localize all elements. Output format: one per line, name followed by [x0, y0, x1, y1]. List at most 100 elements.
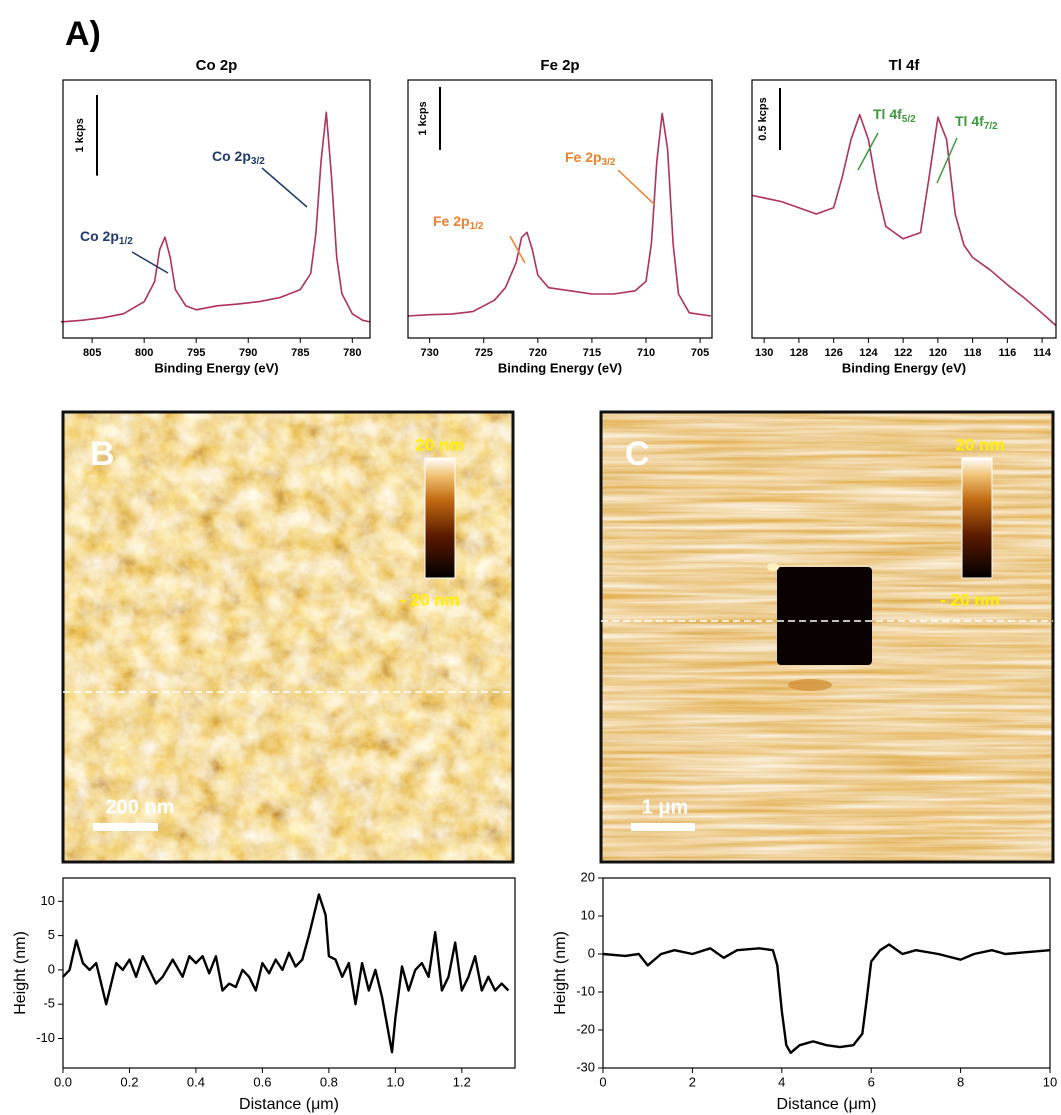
annotation-subscript: 5/2: [902, 114, 916, 125]
y-tick-label: 10: [581, 907, 595, 922]
annotation: Fe 2p3/2: [565, 149, 616, 168]
scale-bar: [631, 823, 695, 831]
annotation-leader: [936, 137, 958, 184]
annotation: Fe 2p1/2: [433, 213, 484, 232]
y-axis-label: Height (nm): [12, 931, 29, 1015]
annotation-text: Co 2p: [212, 148, 251, 164]
plot-frame: [751, 79, 1057, 339]
x-tick-label: 118: [964, 347, 982, 359]
x-tick-label: 705: [691, 347, 709, 359]
scale-bar-label: 200 nm: [106, 796, 175, 818]
afm-image-c: C 20 nm - 20 nm 1 μm: [599, 410, 1055, 864]
x-tick-label: 122: [894, 347, 912, 359]
y-tick-label: -10: [36, 1030, 55, 1045]
x-axis-label: Binding Energy (eV): [498, 360, 622, 375]
x-tick-label: 1.2: [453, 1074, 471, 1089]
x-tick-label: 710: [637, 347, 655, 359]
plot-frame: [407, 79, 713, 339]
annotation-leader: [857, 132, 879, 171]
x-tick-label: 790: [239, 347, 257, 359]
x-axis-label: Binding Energy (eV): [842, 360, 966, 375]
x-tick-label: 720: [529, 347, 547, 359]
annotation: Tl 4f7/2: [955, 113, 998, 132]
chart-title: Tl 4f: [889, 57, 921, 74]
x-tick-label: 800: [135, 347, 153, 359]
x-tick-label: 0.8: [320, 1074, 338, 1089]
annotation: Co 2p1/2: [80, 228, 133, 247]
x-tick-label: 8: [957, 1074, 964, 1089]
x-tick-label: 805: [83, 347, 101, 359]
y-tick-label: -10: [576, 983, 595, 998]
x-axis-label: Binding Energy (eV): [154, 360, 278, 375]
x-tick-label: 730: [420, 347, 438, 359]
colorbar-min: - 20 nm: [940, 590, 1000, 609]
annotation-subscript: 3/2: [602, 157, 616, 168]
annotation-text: Fe 2p: [433, 213, 470, 229]
annotation-text: Tl 4f: [873, 106, 902, 122]
plot-frame: [62, 79, 371, 339]
chart: Fe 2p 730 725 720 715 710 705 Binding Energy (e…: [407, 57, 713, 375]
chart: 0.0 0.2 0.4 0.6 0.8 1.0 1.2 Distance (μm) 10 5 0 -5…: [12, 877, 516, 1113]
data-line: [602, 943, 1051, 1054]
scale-bar-label: 1 kcps: [74, 118, 86, 152]
scratched-area: [777, 567, 872, 665]
scale-bar-label: 1 μm: [642, 796, 689, 818]
image-label: C: [625, 435, 650, 473]
x-tick-label: 785: [291, 347, 309, 359]
annotation-subscript: 1/2: [470, 221, 484, 232]
chart-title: Fe 2p: [540, 57, 579, 74]
afm-image-b: B 20 nm - 20 nm 200 nm: [61, 410, 515, 864]
debris: [767, 563, 779, 571]
x-tick-label: 0.0: [54, 1074, 72, 1089]
annotation-subscript: 3/2: [251, 156, 265, 167]
x-tick-label: 715: [583, 347, 601, 359]
y-tick-label: 5: [48, 927, 55, 942]
y-tick-label: -30: [576, 1059, 595, 1074]
panel-label: A): [65, 15, 101, 53]
chart-title: Co 2p: [196, 57, 238, 74]
data-line: [62, 893, 510, 1054]
y-tick-label: -5: [43, 996, 55, 1011]
x-tick-label: 124: [859, 347, 878, 359]
x-tick-label: 120: [929, 347, 947, 359]
y-tick-label: -20: [576, 1021, 595, 1036]
annotation-subscript: 7/2: [984, 121, 998, 132]
chart: Co 2p 805 800 795 790 785 780 Binding Energy (e…: [60, 57, 371, 375]
image-label: B: [90, 435, 115, 473]
data-line: [60, 111, 371, 323]
debris: [788, 679, 832, 691]
x-tick-label: 0.4: [187, 1074, 205, 1089]
image-frame: [599, 410, 1055, 864]
x-tick-label: 1.0: [386, 1074, 404, 1089]
annotation-leader: [509, 235, 526, 264]
y-tick-label: 20: [581, 869, 595, 884]
annotation-text: Co 2p: [80, 228, 119, 244]
plot-frame: [602, 877, 1051, 1069]
colorbar-max: 20 nm: [415, 435, 464, 454]
annotation-subscript: 1/2: [119, 236, 133, 247]
x-tick-label: 2: [689, 1074, 696, 1089]
colorbar-min: - 20 nm: [400, 590, 460, 609]
x-tick-label: 795: [187, 347, 205, 359]
x-tick-label: 6: [868, 1074, 875, 1089]
x-tick-label: 0.2: [120, 1074, 138, 1089]
chart: 0 2 4 6 8 10 Distance (μm) 20 10 0 -10 -20 -30 Height…: [552, 869, 1057, 1113]
y-axis-label: Height (nm): [552, 931, 569, 1015]
x-tick-label: 126: [824, 347, 842, 359]
x-tick-label: 130: [755, 347, 773, 359]
scale-bar-label: 0.5 kcps: [757, 97, 769, 140]
x-tick-label: 128: [790, 347, 808, 359]
scale-bar: [93, 823, 158, 831]
annotation-leader: [617, 169, 656, 206]
x-tick-label: 114: [1033, 347, 1052, 359]
annotation-leader: [131, 251, 169, 274]
chart: Tl 4f 130 128 126 124 122 120 118 116 114 Binding …: [751, 57, 1057, 375]
x-axis-label: Distance (μm): [777, 1096, 877, 1113]
y-tick-label: 0: [48, 961, 55, 976]
image-frame: [61, 410, 515, 864]
x-tick-label: 116: [998, 347, 1016, 359]
y-tick-label: 0: [588, 945, 595, 960]
data-line: [751, 113, 1057, 327]
colorbar-max: 20 nm: [955, 435, 1004, 454]
